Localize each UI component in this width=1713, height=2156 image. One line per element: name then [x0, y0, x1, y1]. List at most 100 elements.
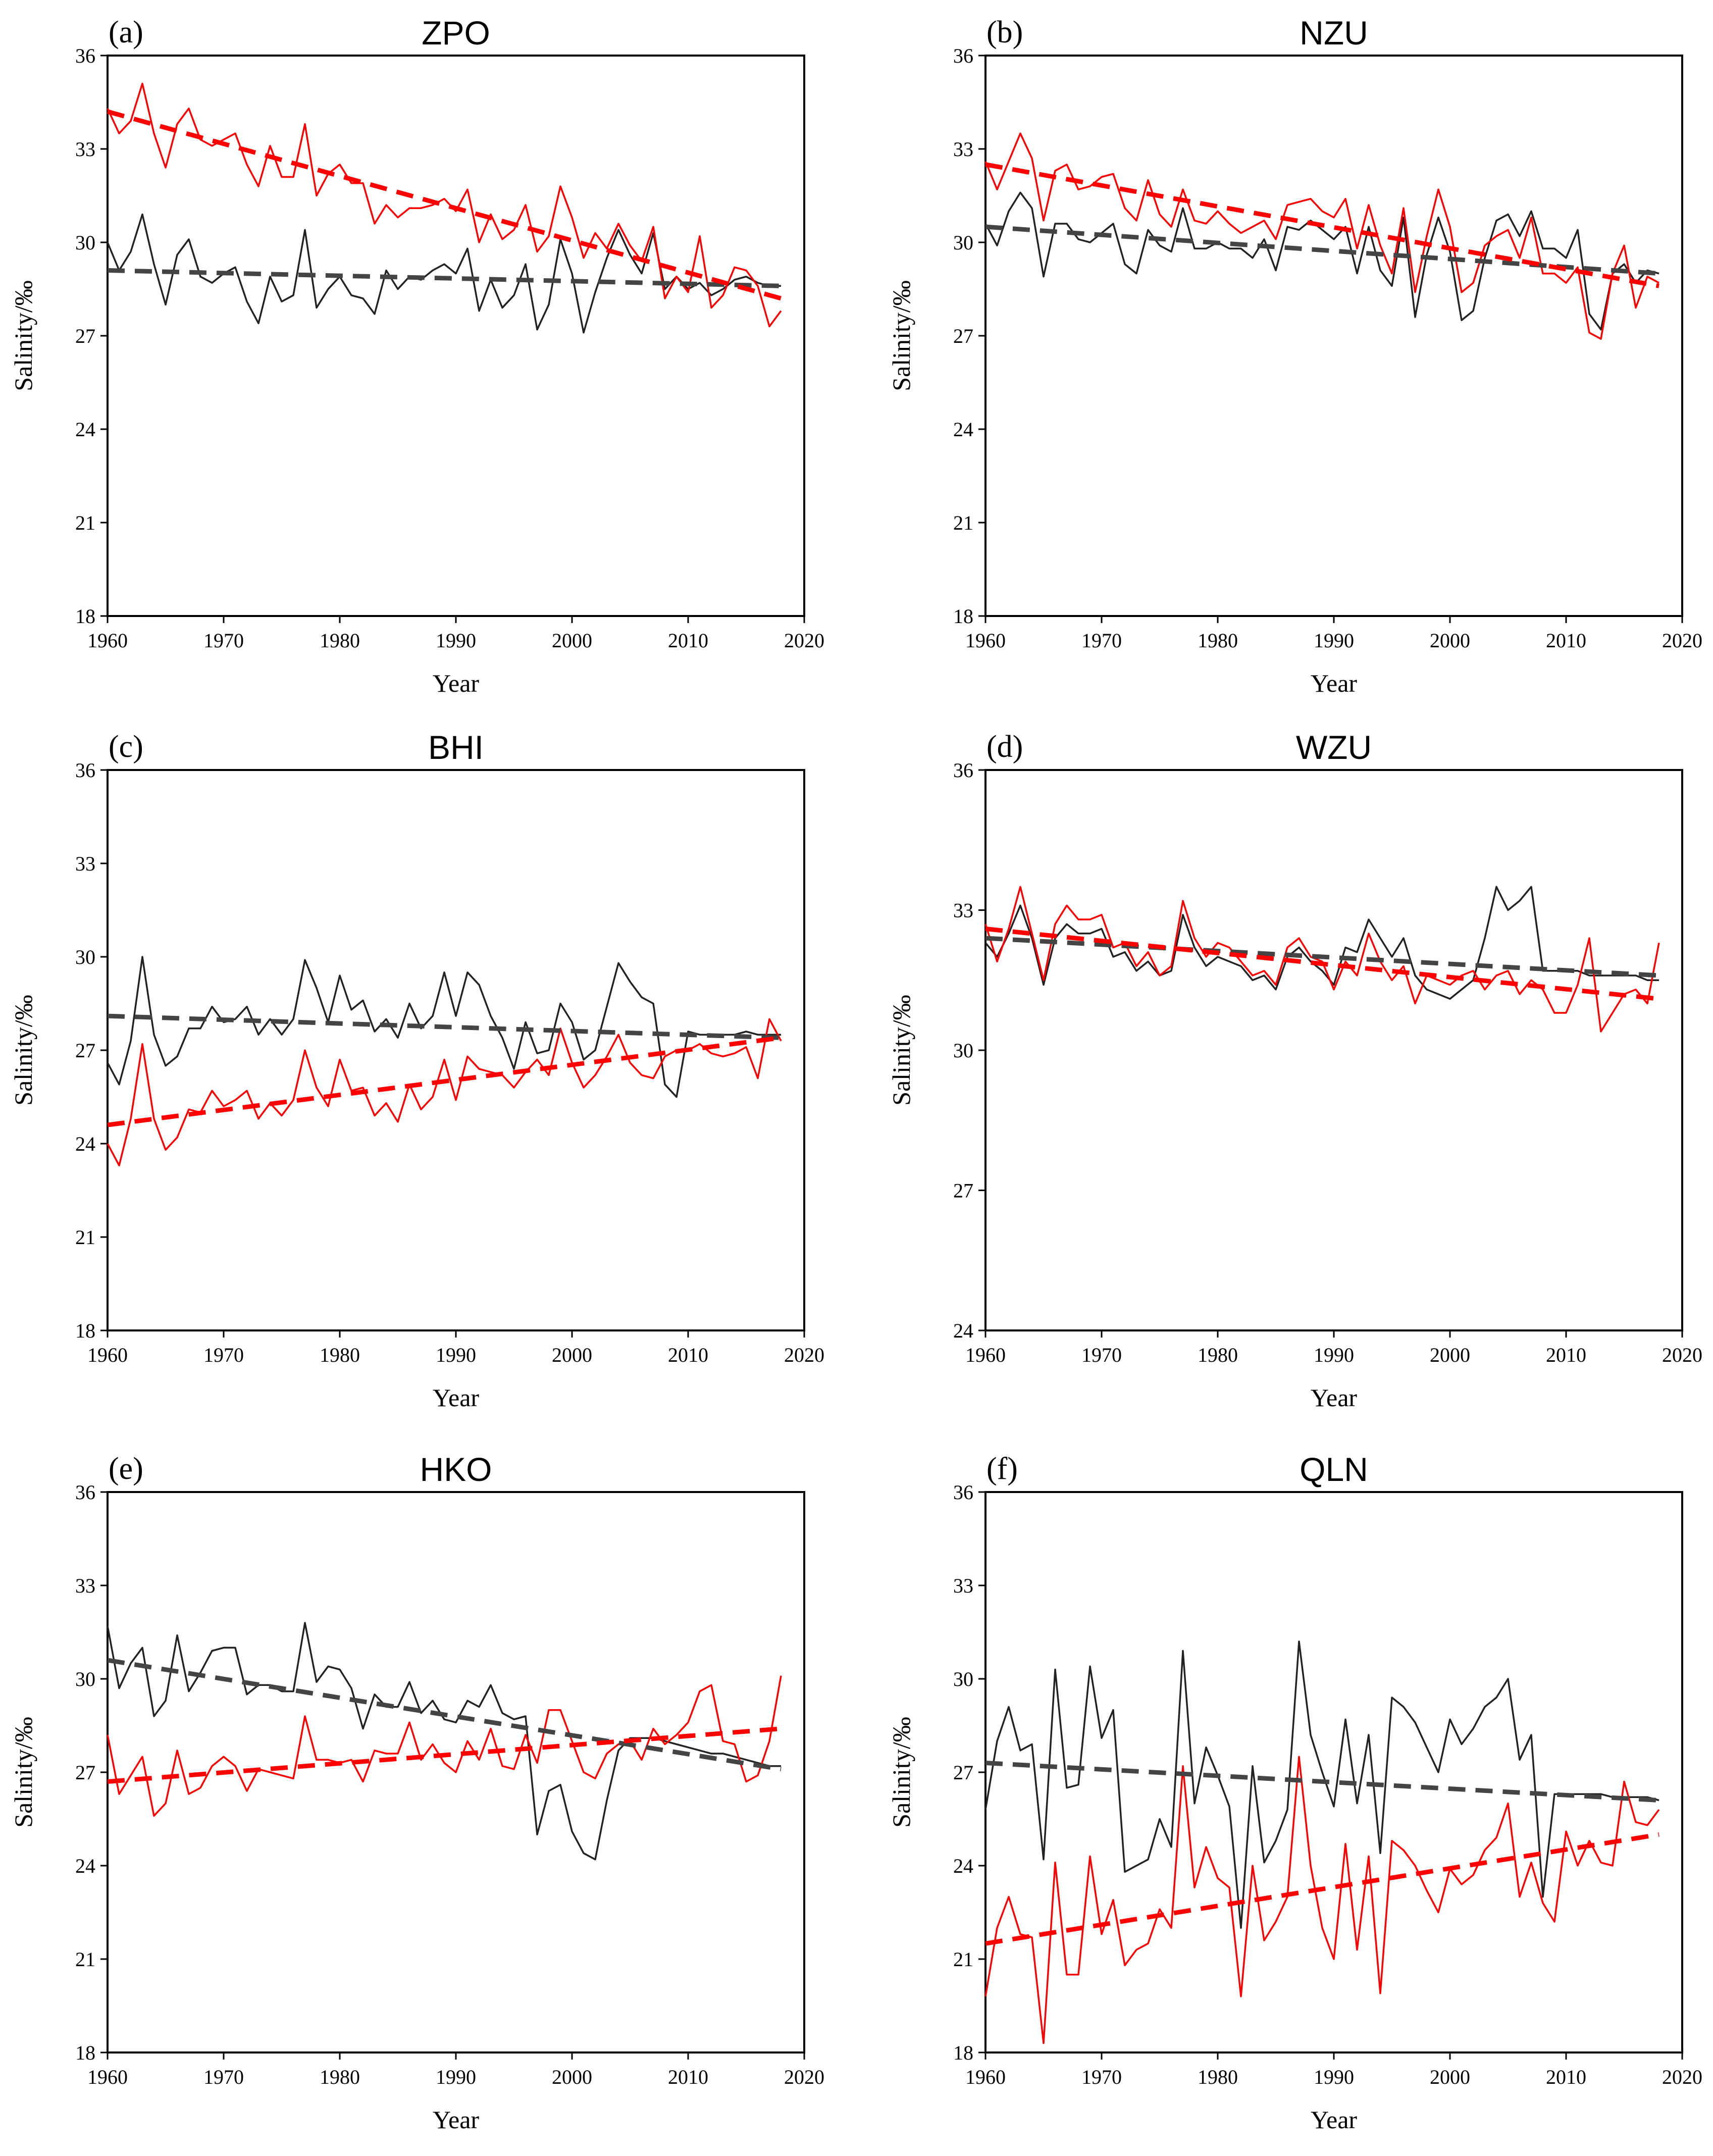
black-trend-line — [107, 1013, 782, 1040]
series-line-black — [107, 213, 781, 334]
plot-frame — [984, 769, 1683, 1331]
panel-f: 18 21 24 27 30 33 36 1960 1970 1980 1990 2000 2010 20… — [887, 1451, 1702, 2134]
x-tick-label: 1990 — [436, 2066, 476, 2088]
y-tick-label: 30 — [75, 231, 95, 254]
x-tick-label: 2000 — [552, 2066, 592, 2088]
black-trend-line — [107, 268, 782, 288]
black-trend-line — [985, 1761, 1659, 1803]
panel-title: QLN — [1300, 1451, 1368, 1488]
panel-letter: (f) — [987, 1452, 1018, 1486]
x-tick-label: 1990 — [436, 1344, 476, 1366]
x-tick-label: 2010 — [668, 1344, 708, 1366]
y-axis-label: Salinity/‰ — [887, 995, 915, 1105]
panel-title: NZU — [1300, 14, 1368, 52]
panel-title: ZPO — [422, 14, 490, 52]
panel-b: 18 21 24 27 30 33 36 1960 1970 1980 1990 2000 2010 20… — [887, 14, 1702, 697]
x-tick-label: 1990 — [1314, 2066, 1354, 2088]
x-axis-label: Year — [1311, 2106, 1357, 2134]
series-line-red — [984, 886, 1660, 1033]
x-tick-label: 1960 — [87, 1344, 128, 1366]
series-line-red — [107, 1675, 782, 1817]
y-axis-label: Salinity/‰ — [887, 280, 915, 391]
panel-letter: (b) — [987, 15, 1023, 49]
y-tick-label: 24 — [953, 418, 973, 441]
panel-e: 18 21 24 27 30 33 36 1960 1970 1980 1990 2000 2010 20… — [9, 1451, 824, 2134]
y-tick-label: 36 — [75, 759, 95, 782]
y-axis-label: Salinity/‰ — [9, 280, 37, 391]
series-line-red — [984, 132, 1659, 340]
x-tick-label: 2020 — [784, 2066, 824, 2088]
x-tick-label: 2020 — [1662, 629, 1702, 652]
y-tick-label: 18 — [75, 2041, 95, 2064]
x-tick-label: 1970 — [203, 2066, 244, 2088]
series-line-red — [107, 82, 782, 328]
panel-a: 18 21 24 27 30 33 36 1960 1970 1980 1990 2000 2010 20… — [9, 14, 824, 697]
x-tick-label: 1980 — [320, 2066, 360, 2088]
series-line-red — [984, 1756, 1660, 2044]
x-tick-label: 2010 — [668, 629, 708, 652]
y-axis-label: Salinity/‰ — [9, 995, 37, 1105]
y-tick-label: 36 — [75, 1481, 95, 1504]
y-tick-label: 36 — [953, 759, 973, 782]
panel-c: 18 21 24 27 30 33 36 1960 1970 1980 1990 2000 2010 20… — [9, 729, 824, 1412]
y-tick-label: 18 — [75, 605, 95, 628]
y-tick-label: 36 — [75, 44, 95, 67]
x-tick-label: 1990 — [436, 629, 476, 652]
y-tick-label: 30 — [75, 1668, 95, 1690]
plot-frame — [107, 55, 805, 617]
panel-title: WZU — [1296, 729, 1372, 766]
y-tick-label: 24 — [75, 1133, 95, 1155]
x-tick-label: 1990 — [1314, 629, 1354, 652]
y-tick-label: 18 — [953, 605, 973, 628]
y-tick-label: 33 — [75, 852, 95, 875]
y-tick-label: 33 — [953, 1574, 973, 1597]
y-tick-label: 24 — [953, 1855, 973, 1877]
y-tick-label: 21 — [75, 511, 95, 534]
x-tick-label: 1980 — [1198, 1344, 1238, 1366]
x-tick-label: 1970 — [203, 629, 244, 652]
x-axis-label: Year — [1311, 1383, 1357, 1412]
x-tick-label: 2000 — [1430, 2066, 1470, 2088]
series-line-black — [984, 886, 1659, 1000]
x-tick-label: 1960 — [965, 2066, 1006, 2088]
x-tick-label: 1960 — [965, 1344, 1006, 1366]
panel-letter: (e) — [109, 1452, 143, 1486]
black-trend-line — [107, 1658, 782, 1772]
x-tick-label: 1980 — [320, 1344, 360, 1366]
y-tick-label: 21 — [953, 511, 973, 534]
y-tick-label: 27 — [75, 325, 95, 347]
x-axis-label: Year — [1311, 669, 1357, 697]
red-trend-line — [107, 1726, 782, 1784]
x-tick-label: 2020 — [784, 1344, 824, 1366]
x-tick-label: 1970 — [1081, 2066, 1122, 2088]
series-line-black — [984, 1640, 1659, 1929]
y-tick-label: 18 — [953, 2041, 973, 2064]
x-tick-label: 1970 — [1081, 1344, 1122, 1366]
y-tick-label: 27 — [953, 325, 973, 347]
y-tick-label: 24 — [75, 1855, 95, 1877]
y-tick-label: 18 — [75, 1319, 95, 1342]
y-tick-label: 30 — [953, 1039, 973, 1062]
panel-letter: (c) — [109, 730, 143, 764]
y-tick-label: 33 — [75, 1574, 95, 1597]
x-axis-label: Year — [433, 669, 479, 697]
red-trend-line — [985, 162, 1659, 288]
x-tick-label: 1960 — [87, 2066, 128, 2088]
y-axis-label: Salinity/‰ — [9, 1717, 37, 1827]
panel-letter: (a) — [109, 15, 143, 49]
x-tick-label: 1960 — [965, 629, 1006, 652]
y-tick-label: 33 — [953, 899, 973, 922]
red-trend-line — [985, 927, 1659, 1001]
y-tick-label: 33 — [953, 138, 973, 161]
x-tick-label: 2000 — [552, 629, 592, 652]
y-tick-label: 27 — [75, 1761, 95, 1784]
plot-frame — [107, 769, 805, 1331]
x-tick-label: 2010 — [668, 2066, 708, 2088]
x-tick-label: 2010 — [1546, 1344, 1586, 1366]
x-tick-label: 2000 — [1430, 1344, 1470, 1366]
y-tick-label: 21 — [75, 1226, 95, 1249]
plot-frame — [984, 1491, 1683, 2054]
panel-d: 24 27 30 33 36 1960 1970 1980 1990 2000 2010 2020 Ye… — [887, 729, 1702, 1412]
red-trend-line — [107, 109, 782, 301]
